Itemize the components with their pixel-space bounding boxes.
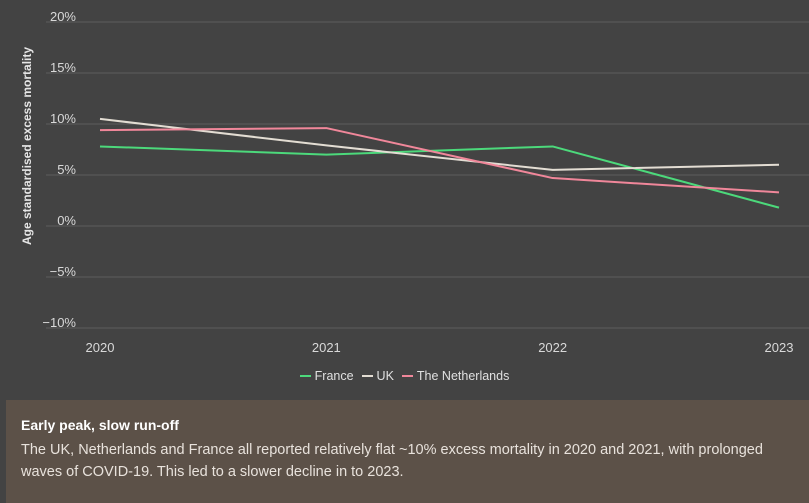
x-tick-label: 2020 — [86, 340, 115, 355]
line-chart: 20% 15% 10% 5% 0% −5% −10% 2020 2021 2022 2023 Age … — [20, 9, 809, 355]
legend-item: France — [299, 369, 354, 383]
legend-label: The Netherlands — [416, 369, 510, 383]
legend-label: France — [314, 369, 354, 383]
legend-swatch — [401, 374, 413, 377]
x-tick-label: 2021 — [312, 340, 341, 355]
caption-box: Early peak, slow run-off The UK, Netherl… — [6, 400, 809, 503]
caption-body: The UK, Netherlands and France all repor… — [21, 442, 763, 480]
y-tick-label: 10% — [50, 111, 76, 126]
x-tick-label: 2023 — [765, 340, 794, 355]
caption-title: Early peak, slow run-off — [21, 417, 179, 433]
legend-swatch — [361, 374, 373, 377]
series-line-uk — [99, 117, 780, 171]
y-tick-label: 0% — [57, 213, 76, 228]
chart-area: 20% 15% 10% 5% 0% −5% −10% 2020 2021 2022 2023 Age … — [0, 9, 809, 383]
legend-swatch — [299, 374, 311, 377]
y-tick-label: −10% — [42, 315, 76, 330]
legend-item: UK — [361, 369, 394, 383]
chart-legend: France UK The Netherlands — [0, 369, 809, 383]
series-line-the-netherlands — [99, 127, 780, 194]
x-tick-label: 2022 — [538, 340, 567, 355]
legend-item: The Netherlands — [401, 369, 510, 383]
legend-label: UK — [376, 369, 394, 383]
y-tick-label: −5% — [50, 264, 77, 279]
series-line-france — [99, 145, 780, 209]
y-tick-label: 20% — [50, 9, 76, 24]
y-tick-label: 15% — [50, 60, 76, 75]
y-axis-title: Age standardised excess mortality — [20, 47, 34, 245]
y-tick-label: 5% — [57, 162, 76, 177]
